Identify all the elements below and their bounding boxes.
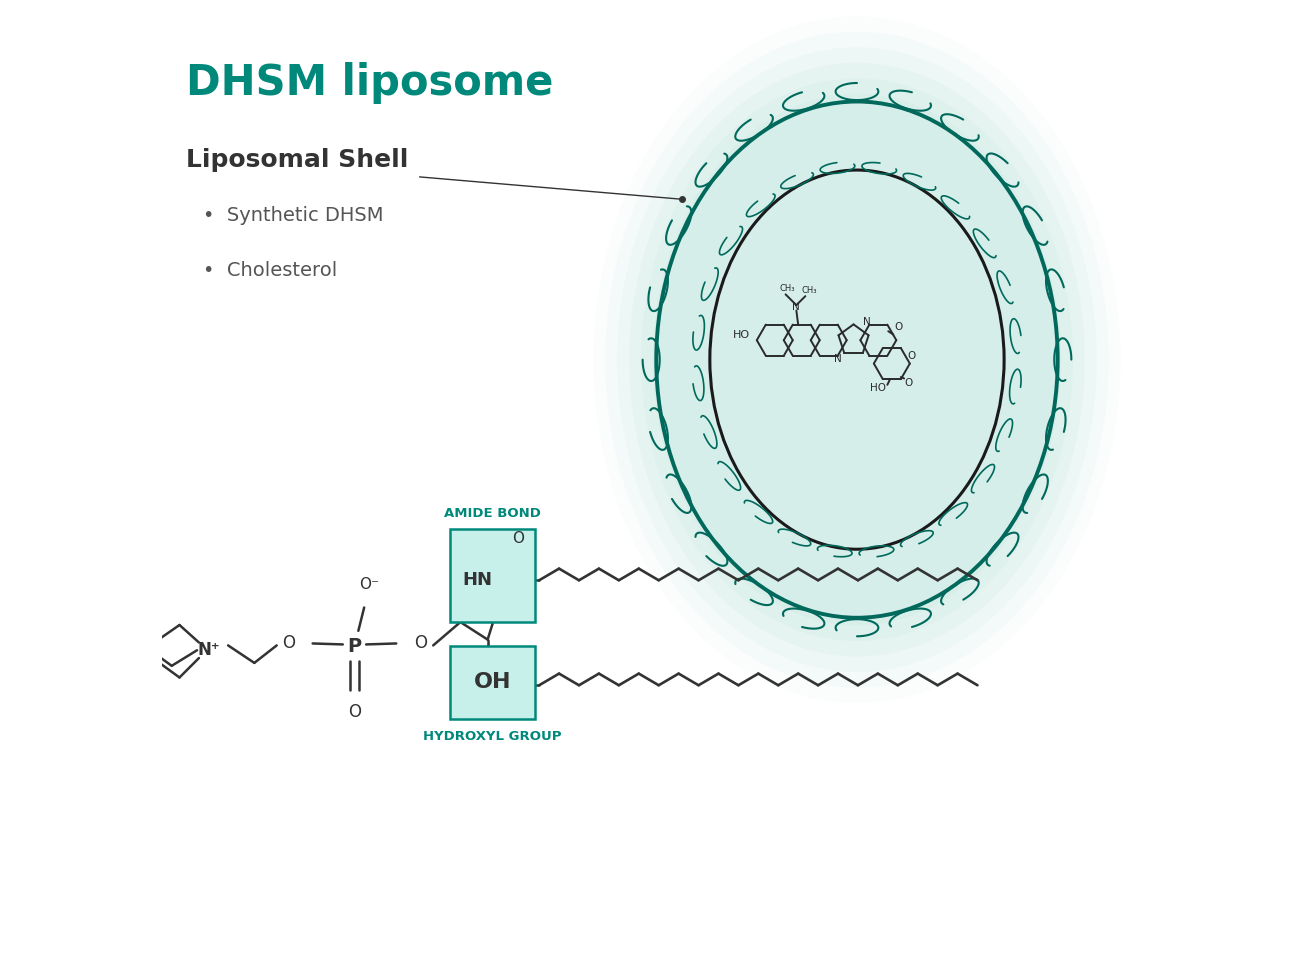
FancyBboxPatch shape xyxy=(450,645,535,719)
Ellipse shape xyxy=(642,79,1073,641)
Text: N: N xyxy=(863,317,871,327)
Ellipse shape xyxy=(629,63,1085,656)
Ellipse shape xyxy=(605,32,1109,687)
Text: O: O xyxy=(903,378,912,389)
Text: O: O xyxy=(281,635,295,652)
FancyBboxPatch shape xyxy=(450,529,535,622)
Text: CH₃: CH₃ xyxy=(801,286,816,295)
Text: •  Synthetic DHSM: • Synthetic DHSM xyxy=(202,206,384,226)
Text: N: N xyxy=(833,354,841,364)
Text: OH: OH xyxy=(474,673,511,692)
Text: O: O xyxy=(413,635,428,652)
Text: N: N xyxy=(792,302,800,312)
Text: O: O xyxy=(894,322,902,331)
Text: HO: HO xyxy=(871,383,886,393)
Ellipse shape xyxy=(594,17,1121,703)
Text: O: O xyxy=(512,531,524,546)
Ellipse shape xyxy=(617,48,1096,672)
Text: N⁺: N⁺ xyxy=(197,642,220,659)
Text: DHSM liposome: DHSM liposome xyxy=(187,61,553,104)
Ellipse shape xyxy=(656,101,1058,618)
Text: O: O xyxy=(347,704,362,721)
Text: HN: HN xyxy=(463,572,492,589)
Text: AMIDE BOND: AMIDE BOND xyxy=(445,507,540,520)
Text: •  Cholesterol: • Cholesterol xyxy=(202,260,337,280)
Text: Liposomal Shell: Liposomal Shell xyxy=(187,149,408,172)
Text: O⁻: O⁻ xyxy=(359,576,378,592)
Text: HO: HO xyxy=(734,330,750,340)
Text: O: O xyxy=(907,352,916,362)
Text: CH₃: CH₃ xyxy=(780,285,796,294)
Ellipse shape xyxy=(653,93,1061,626)
Text: HYDROXYL GROUP: HYDROXYL GROUP xyxy=(424,730,561,743)
Text: P: P xyxy=(347,637,362,656)
